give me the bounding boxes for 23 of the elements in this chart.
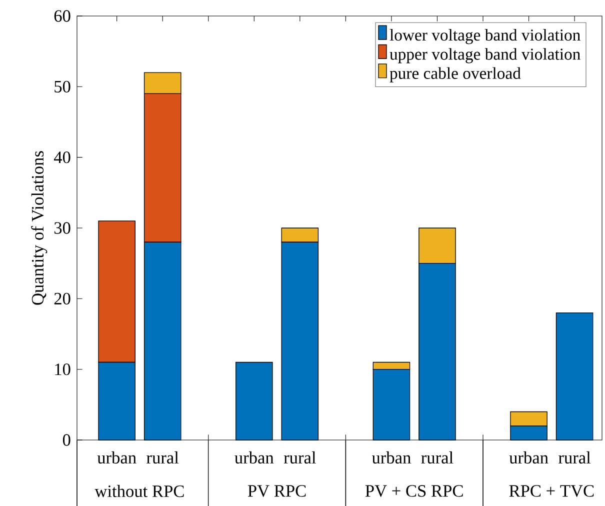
y-tick-label: 20 — [54, 292, 70, 305]
text: PV + CS RPC — [365, 485, 463, 497]
text: without RPC — [94, 484, 184, 498]
y-tick-label: 40 — [54, 151, 70, 164]
y-tick-label: 10 — [55, 363, 70, 376]
x-tick-label: rural — [146, 451, 179, 464]
y-tick-label: 60 — [54, 10, 70, 22]
text: PV RPC — [248, 485, 306, 497]
x-tick-label: rural — [421, 451, 454, 464]
x-tick-label: urban — [372, 451, 411, 464]
text: RPC + TVC — [509, 485, 594, 497]
y-axis-title: Quantity of Violations — [31, 151, 48, 305]
legend-label: pure cable overload — [390, 67, 521, 82]
x-tick-label: urban — [234, 451, 274, 464]
x-tick-label: urban — [509, 451, 548, 464]
x-tick-label: rural — [284, 451, 316, 464]
y-tick-label: 0 — [62, 434, 70, 446]
x-tick-label: rural — [558, 451, 591, 464]
y-tick-label: 30 — [54, 222, 70, 234]
legend-label: upper voltage band violation — [390, 48, 580, 64]
x-tick-label: urban — [97, 451, 136, 464]
legend-label: lower voltage band violation — [390, 28, 580, 44]
y-tick-label: 50 — [54, 80, 70, 93]
